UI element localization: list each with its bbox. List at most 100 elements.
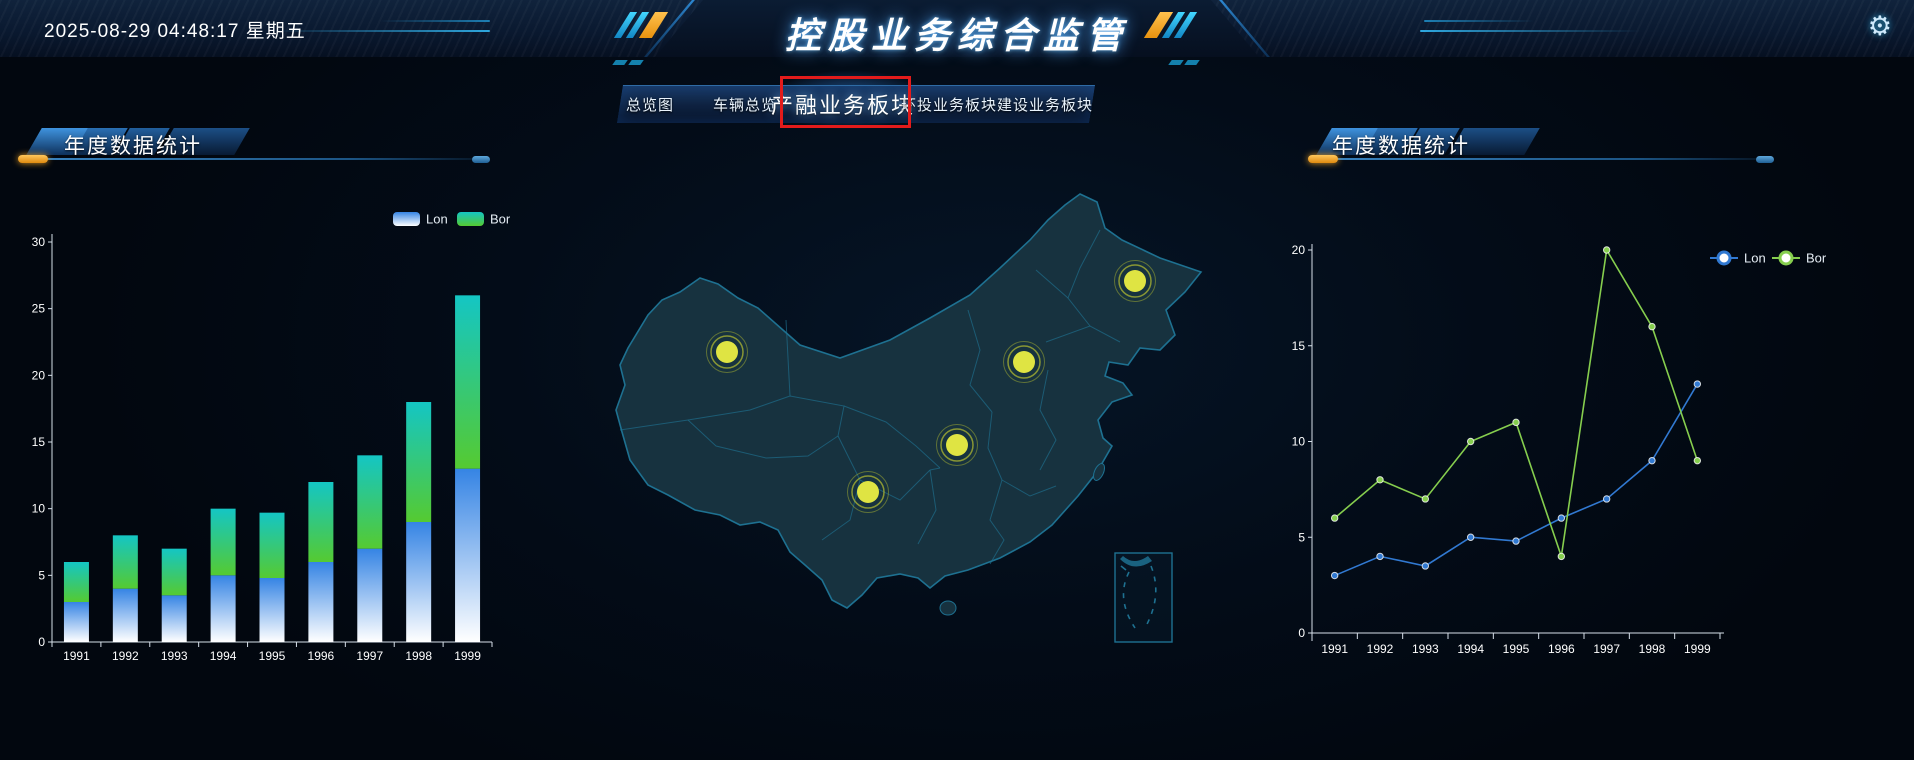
bar-x-label: 1994 bbox=[210, 649, 237, 663]
bar-segment-lon bbox=[112, 588, 138, 642]
header-streak-left bbox=[270, 30, 490, 32]
bar-segment-bor bbox=[455, 295, 481, 469]
province-border bbox=[821, 435, 861, 541]
line-y-tick: 10 bbox=[1292, 435, 1306, 449]
legend-swatch-lon[interactable] bbox=[393, 212, 420, 226]
line-x-label: 1994 bbox=[1457, 642, 1484, 656]
stacked-bar-chart: 0 5 10 15 20 25 30 1991 1992 1993 1994 1995 1996 1997… bbox=[32, 212, 511, 664]
line-y-tick: 20 bbox=[1292, 243, 1306, 257]
header-streak-right bbox=[1420, 30, 1640, 32]
map-marker-icon bbox=[1013, 351, 1035, 373]
data-point bbox=[1693, 380, 1702, 388]
legend-marker-bor[interactable] bbox=[1778, 250, 1794, 266]
bar-segment-lon bbox=[406, 522, 432, 642]
map-marker-icon bbox=[946, 434, 968, 456]
bar-x-label: 1991 bbox=[63, 649, 90, 663]
bar-segment-bor bbox=[406, 402, 432, 522]
legend-marker-lon[interactable] bbox=[1716, 250, 1732, 266]
line-x-label: 1992 bbox=[1367, 642, 1394, 656]
header-streak-right2 bbox=[1424, 20, 1534, 22]
south-china-sea-inset bbox=[1114, 552, 1173, 643]
marker-southwest[interactable] bbox=[847, 471, 889, 513]
bar-y-tick: 5 bbox=[38, 568, 45, 582]
tab-vehicles[interactable]: 车辆总览 bbox=[712, 97, 778, 114]
line-x-label: 1999 bbox=[1684, 642, 1711, 656]
bar-segment-bor bbox=[63, 562, 89, 602]
legend-label[interactable]: Lon bbox=[1744, 251, 1766, 266]
marker-central[interactable] bbox=[936, 424, 978, 466]
left-panel-title: 年度数据统计 bbox=[64, 135, 202, 158]
marker-north[interactable] bbox=[1003, 341, 1045, 383]
title-underline-cap-orange bbox=[1308, 155, 1338, 163]
data-point bbox=[1648, 456, 1656, 465]
data-point bbox=[1512, 537, 1520, 545]
title-underline-cap-blue bbox=[1756, 156, 1774, 163]
page-title: 控股业务综合监管 bbox=[784, 15, 1129, 56]
data-point bbox=[1602, 495, 1611, 503]
bar-y-tick: 0 bbox=[38, 635, 45, 649]
tab-finance-active[interactable]: 产融业务板块 bbox=[770, 93, 916, 118]
gear-icon[interactable]: ⚙ bbox=[1867, 11, 1892, 41]
province-border bbox=[1001, 479, 1057, 497]
data-point bbox=[1330, 571, 1339, 580]
bar-x-label: 1998 bbox=[405, 649, 432, 663]
province-border bbox=[929, 467, 941, 471]
map-marker-icon bbox=[716, 341, 738, 363]
data-point bbox=[1466, 437, 1475, 446]
line-x-label: 1997 bbox=[1593, 642, 1620, 656]
data-point bbox=[1376, 552, 1384, 561]
bar-segment-bor bbox=[308, 482, 334, 562]
bar-segment-bor bbox=[259, 512, 285, 578]
bar-x-label: 1995 bbox=[259, 649, 286, 663]
right-panel-title: 年度数据统计 bbox=[1332, 135, 1470, 158]
bar-y-tick: 10 bbox=[32, 502, 46, 516]
line-x-label: 1995 bbox=[1503, 642, 1530, 656]
province-border bbox=[1039, 369, 1057, 471]
title-underline-cap-blue bbox=[472, 156, 490, 163]
tab-overview[interactable]: 总览图 bbox=[625, 97, 675, 114]
active-tab-highlight-box bbox=[780, 76, 911, 128]
legend-label[interactable]: Bor bbox=[490, 212, 511, 227]
bar-segment-bor bbox=[161, 548, 187, 596]
line-x-label: 1998 bbox=[1639, 642, 1666, 656]
bar-segment-lon bbox=[63, 602, 89, 642]
tab-construction[interactable]: 建设业务板块 bbox=[996, 97, 1094, 114]
right-panel-title-block: 年度数据统计 bbox=[1308, 126, 1776, 168]
bar-y-tick: 15 bbox=[32, 435, 46, 449]
data-point bbox=[1466, 533, 1475, 541]
bar-segment-lon bbox=[161, 595, 187, 642]
bar-y-tick: 25 bbox=[32, 302, 46, 316]
bar-x-label: 1999 bbox=[454, 649, 481, 663]
bar-y-tick: 30 bbox=[32, 235, 46, 249]
data-point bbox=[1376, 476, 1384, 484]
province-border bbox=[917, 469, 937, 545]
legend-label[interactable]: Lon bbox=[426, 212, 448, 227]
line-y-tick: 5 bbox=[1298, 530, 1305, 544]
bar-y-tick: 20 bbox=[32, 368, 46, 382]
marker-northeast[interactable] bbox=[1114, 260, 1156, 302]
left-panel-title-block: 年度数据统计 bbox=[18, 126, 492, 168]
bar-segment-lon bbox=[308, 562, 334, 642]
data-point bbox=[1648, 322, 1656, 331]
bar-segment-lon bbox=[357, 548, 383, 642]
legend-swatch-bor[interactable] bbox=[457, 212, 484, 226]
data-point bbox=[1602, 246, 1611, 254]
province-border bbox=[1067, 229, 1101, 327]
hainan-island bbox=[939, 600, 957, 616]
bar-segment-lon bbox=[455, 468, 481, 642]
map-marker-icon bbox=[857, 481, 879, 503]
bar-segment-bor bbox=[112, 535, 138, 589]
tab-environment[interactable]: 环投业务板块 bbox=[900, 97, 998, 114]
province-border bbox=[989, 479, 1005, 565]
china-outline bbox=[615, 193, 1203, 609]
data-point bbox=[1693, 456, 1702, 465]
data-point bbox=[1512, 418, 1520, 427]
china-map bbox=[615, 193, 1203, 643]
datetime-text: 2025-08-29 04:48:17 星期五 bbox=[44, 21, 306, 42]
bar-segment-bor bbox=[210, 508, 236, 576]
legend-label[interactable]: Bor bbox=[1806, 251, 1827, 266]
marker-northwest[interactable] bbox=[706, 331, 748, 373]
bar-x-label: 1996 bbox=[308, 649, 335, 663]
line-x-label: 1993 bbox=[1412, 642, 1439, 656]
province-border bbox=[987, 411, 1003, 481]
